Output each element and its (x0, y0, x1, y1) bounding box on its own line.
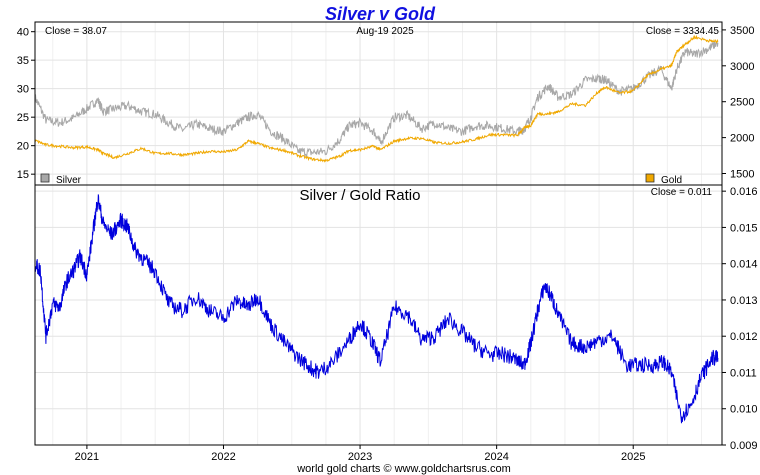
bottom-right-tick-label: 0.014 (730, 259, 758, 271)
top-left-tick-label: 35 (17, 55, 29, 67)
date-label: Aug-19 2025 (356, 26, 414, 37)
top-left-tick-label: 25 (17, 112, 29, 124)
bottom-right-tick-label: 0.013 (730, 295, 758, 307)
ratio-title: Silver / Gold Ratio (300, 187, 421, 204)
x-tick-label: 2022 (211, 451, 235, 463)
bottom-panel: 0.009 0.010 0.011 0.012 0.013 0.014 0.015 0.016… (34, 184, 758, 463)
bottom-right-tick-label: 0.012 (730, 331, 758, 343)
legend-gold-label: Gold (661, 175, 682, 186)
bottom-series (34, 194, 719, 424)
top-series (34, 34, 719, 163)
bottom-right-tick-label: 0.015 (730, 222, 758, 234)
legend-silver-label: Silver (56, 175, 82, 186)
chart-title: Silver v Gold (325, 4, 436, 24)
top-left-axis: 15 20 25 30 35 40 (17, 27, 35, 181)
silver-close-label: Close = 38.07 (45, 26, 107, 37)
legend-gold-swatch (645, 173, 655, 183)
bottom-right-axis: 0.009 0.010 0.011 0.012 0.013 0.014 0.015 0.016 (722, 186, 758, 452)
top-right-axis: 1500 2000 2500 3000 3500 (722, 25, 754, 181)
gold-line (34, 34, 719, 163)
top-right-tick-label: 2500 (730, 97, 754, 109)
bottom-panel-background (35, 185, 722, 445)
top-left-tick-label: 30 (17, 84, 29, 96)
x-tick-label: 2023 (348, 451, 372, 463)
top-right-tick-label: 3000 (730, 61, 754, 73)
legend-silver-swatch (40, 173, 50, 183)
bottom-right-tick-label: 0.016 (730, 186, 758, 198)
top-left-tick-label: 40 (17, 27, 29, 39)
legend-silver: Silver (40, 173, 82, 186)
gold-close-label: Close = 3334.45 (646, 26, 720, 37)
x-tick-label: 2021 (75, 451, 99, 463)
legend-gold: Gold (645, 173, 682, 186)
bottom-right-tick-label: 0.009 (730, 440, 758, 452)
bottom-panel-frame (34, 184, 723, 446)
top-left-tick-label: 20 (17, 141, 29, 153)
ratio-close-label: Close = 0.011 (651, 187, 713, 198)
bottom-right-tick-label: 0.010 (730, 404, 758, 416)
top-right-tick-label: 2000 (730, 133, 754, 145)
ratio-line (34, 194, 719, 424)
silver-line (34, 40, 719, 157)
bottom-right-tick-label: 0.011 (730, 367, 757, 379)
x-tick-label: 2024 (484, 451, 508, 463)
top-panel-background (35, 22, 722, 185)
top-panel: 15 20 25 30 35 40 1500 2000 2500 3000 3500 Close … (17, 21, 754, 186)
x-tick-label: 2025 (621, 451, 645, 463)
top-grid (35, 22, 722, 185)
top-left-tick-label: 15 (17, 169, 29, 181)
top-right-tick-label: 3500 (730, 25, 754, 37)
x-axis: 2021 2022 2023 2024 2025 (75, 445, 645, 463)
top-right-tick-label: 1500 (730, 169, 754, 181)
footer-credit: world gold charts © www.goldchartsrus.co… (296, 463, 511, 475)
